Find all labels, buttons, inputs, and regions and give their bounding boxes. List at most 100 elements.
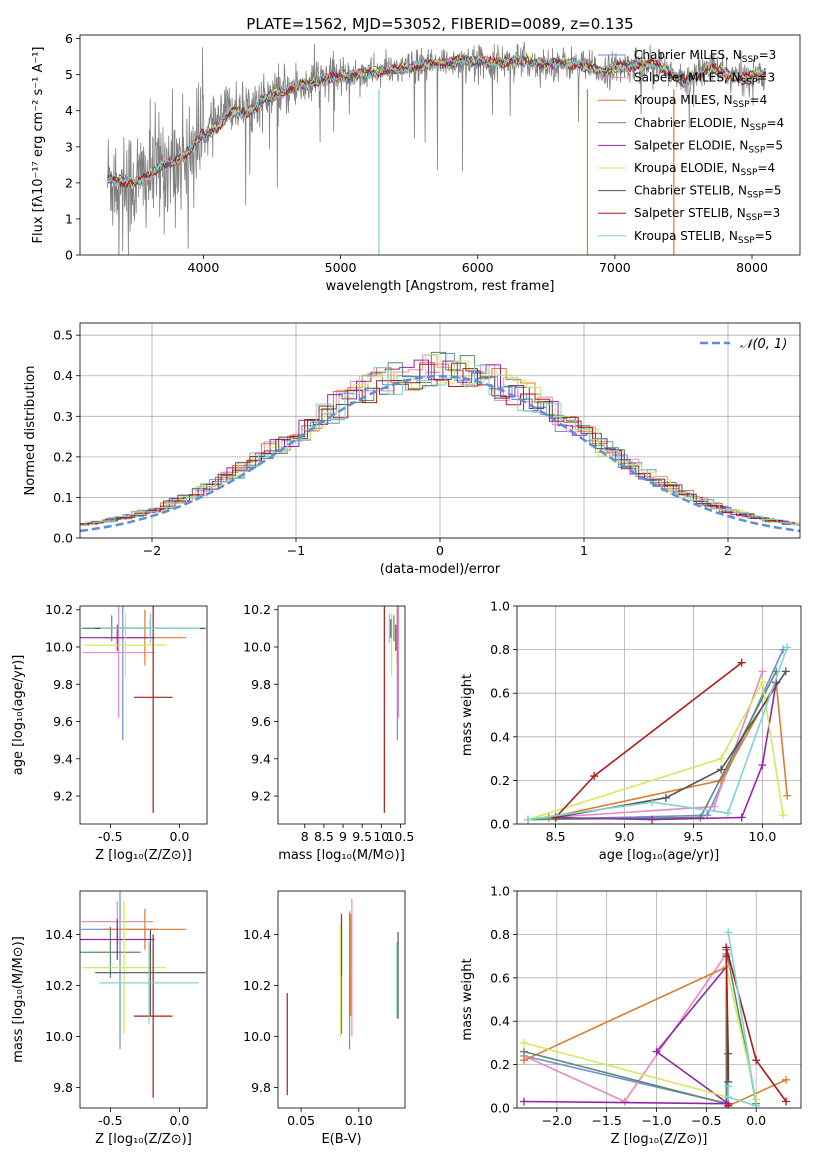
legend-label: Chabrier MILES, NSSP=3: [634, 48, 776, 65]
y-axis-label: age [log₁₀(age/yr)]: [11, 655, 26, 776]
legend-label-value: =4: [750, 93, 768, 107]
x-axis-label: Z [log₁₀(Z/Z⊙)]: [95, 1132, 192, 1147]
residual-histogram-panel: −2 −1 0 1 2 0.0 0.1 0.2 0.3 0.4 0.5 (data-model)/er…: [23, 322, 801, 577]
weight-point-marker: [737, 658, 746, 667]
legend-label-value: =5: [765, 138, 783, 152]
legend-label: Chabrier ELODIE, NSSP=4: [634, 116, 784, 133]
x-tick-label: 4000: [188, 260, 220, 275]
y-axis-label: Flux [fλ10⁻¹⁷ erg cm⁻² s⁻¹ A⁻¹]: [31, 47, 46, 244]
y-tick-label: 9.6: [251, 714, 271, 729]
plot-area: [80, 351, 800, 533]
legend-label-value: =5: [755, 229, 773, 243]
weight-point-marker: [620, 1097, 629, 1106]
x-tick-label: 0.0: [746, 1113, 766, 1128]
x-tick-label: 9.0: [615, 829, 635, 844]
x-tick-label: −2: [143, 543, 161, 558]
weight-point-marker: [781, 667, 790, 676]
y-tick-label: 0.2: [53, 449, 73, 464]
x-tick-label: 1: [580, 543, 588, 558]
weight-point-marker: [779, 811, 788, 820]
x-axis-label: Z [log₁₀(Z/Z⊙)]: [95, 848, 192, 863]
y-tick-label: 10.0: [45, 1029, 73, 1044]
histogram-chabrier-stelib: [80, 362, 800, 526]
x-tick-label: 8.5: [546, 829, 566, 844]
legend-label: Kroupa ELODIE, NSSP=4: [634, 161, 775, 178]
histogram-kroupa-elodie: [80, 354, 800, 526]
weight-point-marker: [717, 765, 726, 774]
weight-series-kroupa-stelib: [527, 647, 788, 821]
y-tick-label: 0.2: [490, 773, 510, 788]
normal-distribution-curve: [80, 374, 800, 533]
weight-series-chabrier-elodie: [523, 949, 757, 1105]
weight-point-marker: [783, 791, 792, 800]
y-axis-label: Normed distribution: [23, 366, 38, 496]
legend-label-value: =3: [763, 206, 781, 220]
y-tick-label: 9.8: [53, 1080, 73, 1095]
y-tick-label: 1.0: [490, 884, 510, 899]
histogram-salpeter-stelib: [80, 363, 800, 526]
legend-label-main: Salpeter ELODIE, N: [634, 138, 748, 152]
axes-frame: [79, 34, 801, 256]
x-tick-label: 8.5: [314, 829, 334, 844]
x-tick-label: 5000: [325, 260, 357, 275]
y-tick-label: 10.2: [45, 602, 73, 617]
weight-point-marker: [783, 643, 792, 652]
spectrum-panel: 4000 5000 6000 7000 8000 0 1 2 3 4 5 6 wavelength [A…: [31, 31, 801, 294]
x-tick-label: −1: [287, 543, 305, 558]
figure-title: PLATE=1562, MJD=53052, FIBERID=0089, z=0…: [246, 15, 633, 33]
y-tick-label: 10.0: [45, 639, 73, 654]
legend-label: Kroupa STELIB, NSSP=5: [634, 229, 772, 246]
y-tick-label: 0.3: [53, 409, 73, 424]
weight-series-kroupa-stelib: [727, 932, 758, 1107]
legend-label-subscript: SSP: [747, 191, 764, 201]
x-tick-label: −0.5: [691, 1113, 721, 1128]
legend-label-main: Kroupa ELODIE, N: [634, 161, 741, 175]
x-tick-label: −2.0: [542, 1113, 572, 1128]
x-tick-label: 9.5: [352, 829, 372, 844]
y-axis-label: mass [log₁₀(M/M⊙)]: [11, 936, 26, 1063]
legend-label-value: =4: [766, 116, 784, 130]
x-tick-label: 6000: [462, 260, 494, 275]
y-tick-label: 9.2: [53, 789, 73, 804]
legend-label-value: =4: [757, 161, 775, 175]
x-axis-label: Z [log₁₀(Z/Z⊙)]: [611, 1132, 708, 1147]
weight-point-marker: [696, 813, 705, 822]
weight-point-marker: [724, 1101, 733, 1108]
legend-label-subscript: SSP: [748, 145, 765, 155]
y-tick-label: 9.8: [53, 677, 73, 692]
plot-area: [80, 891, 206, 1098]
axes-frame: [516, 890, 802, 1109]
y-tick-label: 0.0: [53, 531, 73, 546]
weight-point-marker: [723, 809, 732, 818]
y-tick-label: 3: [65, 139, 73, 154]
legend-label-main: Chabrier MILES, N: [634, 48, 742, 62]
weight-point-marker: [724, 1093, 733, 1102]
legend-label-main: Chabrier STELIB, N: [634, 184, 747, 198]
x-tick-label: 2: [724, 543, 732, 558]
plot-area: [80, 606, 206, 813]
weight-point-marker: [782, 1097, 791, 1106]
weight-point-marker: [752, 1101, 761, 1108]
x-tick-label: -0.5: [98, 1113, 122, 1128]
mass-vs-metallicity-panel: -0.5 0.0 9.8 10.0 10.2 10.4 Z [log₁₀(Z/Z⊙)] mas…: [11, 890, 208, 1147]
y-tick-label: 0.1: [53, 490, 73, 505]
weight-point-marker: [752, 1056, 761, 1065]
y-tick-label: 10.0: [243, 639, 271, 654]
y-tick-label: 10.2: [243, 978, 271, 993]
weight-point-marker: [724, 1082, 733, 1091]
plot-area: [383, 606, 400, 813]
weight-point-marker: [551, 813, 560, 822]
axes-frame: [79, 890, 208, 1109]
legend-label-main: Kroupa STELIB, N: [634, 229, 738, 243]
weight-point-marker: [519, 1097, 528, 1106]
legend-label-value: =3: [757, 71, 775, 85]
legend-label-main: Chabrier ELODIE, N: [634, 116, 750, 130]
legend-label: Kroupa MILES, NSSP=4: [634, 93, 767, 110]
weight-point-marker: [661, 793, 670, 802]
legend-label: Salpeter ELODIE, NSSP=5: [634, 138, 783, 155]
y-tick-label: 0.4: [490, 729, 510, 744]
y-tick-label: 10.0: [243, 1029, 271, 1044]
y-tick-label: 10.4: [243, 927, 271, 942]
weight-point-marker: [648, 798, 657, 807]
